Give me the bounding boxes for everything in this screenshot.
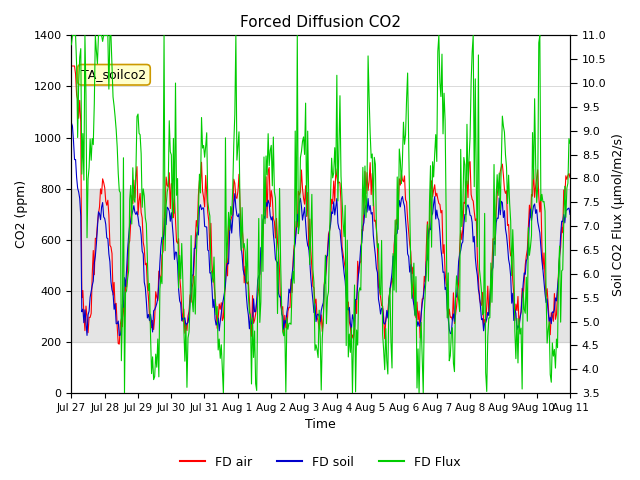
Bar <box>72 189 570 342</box>
Text: TA_soilco2: TA_soilco2 <box>81 68 147 81</box>
Legend: FD air, FD soil, FD Flux: FD air, FD soil, FD Flux <box>175 451 465 474</box>
Y-axis label: CO2 (ppm): CO2 (ppm) <box>15 180 28 248</box>
X-axis label: Time: Time <box>305 419 336 432</box>
Title: Forced Diffusion CO2: Forced Diffusion CO2 <box>240 15 401 30</box>
Y-axis label: Soil CO2 Flux (μmol/m2/s): Soil CO2 Flux (μmol/m2/s) <box>612 133 625 296</box>
